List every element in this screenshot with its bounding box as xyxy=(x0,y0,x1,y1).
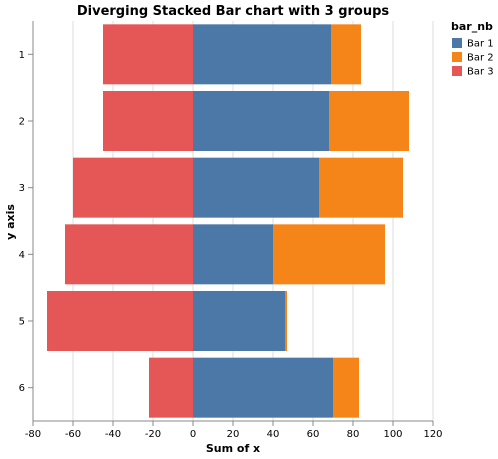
legend-label: Bar 1 xyxy=(467,39,494,50)
x-tick-label: 80 xyxy=(347,429,360,440)
bar-bar-2-cat-4 xyxy=(273,224,385,285)
bar-bar-3-cat-2 xyxy=(103,91,193,151)
bar-bar-1-cat-5 xyxy=(193,291,285,351)
x-axis-title: Sum of x xyxy=(206,442,260,455)
legend-swatch xyxy=(452,38,462,48)
y-tick-label: 2 xyxy=(19,117,25,128)
x-tick-label: 60 xyxy=(307,429,320,440)
legend: bar_nb Bar 1 Bar 2 Bar 3 xyxy=(451,20,494,78)
bar-bar-1-cat-4 xyxy=(193,224,273,285)
y-tick-label: 1 xyxy=(19,50,25,61)
bar-bar-2-cat-1 xyxy=(331,24,361,85)
legend-label: Bar 2 xyxy=(467,53,494,64)
chart-title: Diverging Stacked Bar chart with 3 group… xyxy=(77,4,390,19)
x-tick-label: -40 xyxy=(105,429,121,440)
y-tick-label: 6 xyxy=(19,383,25,394)
legend-items: Bar 1 Bar 2 Bar 3 xyxy=(452,38,494,78)
x-tick-label: 120 xyxy=(423,429,442,440)
legend-swatch xyxy=(452,52,462,62)
bar-bar-2-cat-6 xyxy=(333,357,359,418)
x-tick-label: 20 xyxy=(227,429,240,440)
bar-bar-1-cat-3 xyxy=(193,157,319,218)
axes-layer: -80 -60 -40 -20 0 20 40 60 80 100 120 1 2 3 4 5 6 xyxy=(19,21,443,440)
bar-bar-1-cat-6 xyxy=(193,357,333,418)
x-tick-label: -80 xyxy=(25,429,41,440)
y-axis-title: y axis xyxy=(4,204,17,240)
bar-bar-3-cat-1 xyxy=(103,24,193,85)
bar-bar-1-cat-2 xyxy=(193,91,329,151)
bar-bar-1-cat-1 xyxy=(193,24,331,85)
bar-bar-3-cat-3 xyxy=(73,157,193,218)
bar-bar-3-cat-4 xyxy=(65,224,193,285)
legend-title: bar_nb xyxy=(451,20,493,33)
x-tick-label: -20 xyxy=(145,429,161,440)
bar-bar-2-cat-3 xyxy=(319,157,403,218)
bar-bar-2-cat-2 xyxy=(329,91,409,151)
bar-bar-2-cat-5 xyxy=(285,291,287,351)
y-tick-label: 3 xyxy=(19,183,25,194)
x-tick-label: 40 xyxy=(267,429,280,440)
x-tick-label: -60 xyxy=(65,429,81,440)
bars-layer xyxy=(47,24,409,418)
y-tick-label: 4 xyxy=(19,250,25,261)
bar-bar-3-cat-6 xyxy=(149,357,193,418)
legend-swatch xyxy=(452,66,462,76)
bar-bar-3-cat-5 xyxy=(47,291,193,351)
x-tick-label: 100 xyxy=(383,429,402,440)
grid-layer xyxy=(32,21,434,421)
legend-label: Bar 3 xyxy=(467,67,494,78)
y-tick-label: 5 xyxy=(19,317,25,328)
x-tick-label: 0 xyxy=(190,429,196,440)
